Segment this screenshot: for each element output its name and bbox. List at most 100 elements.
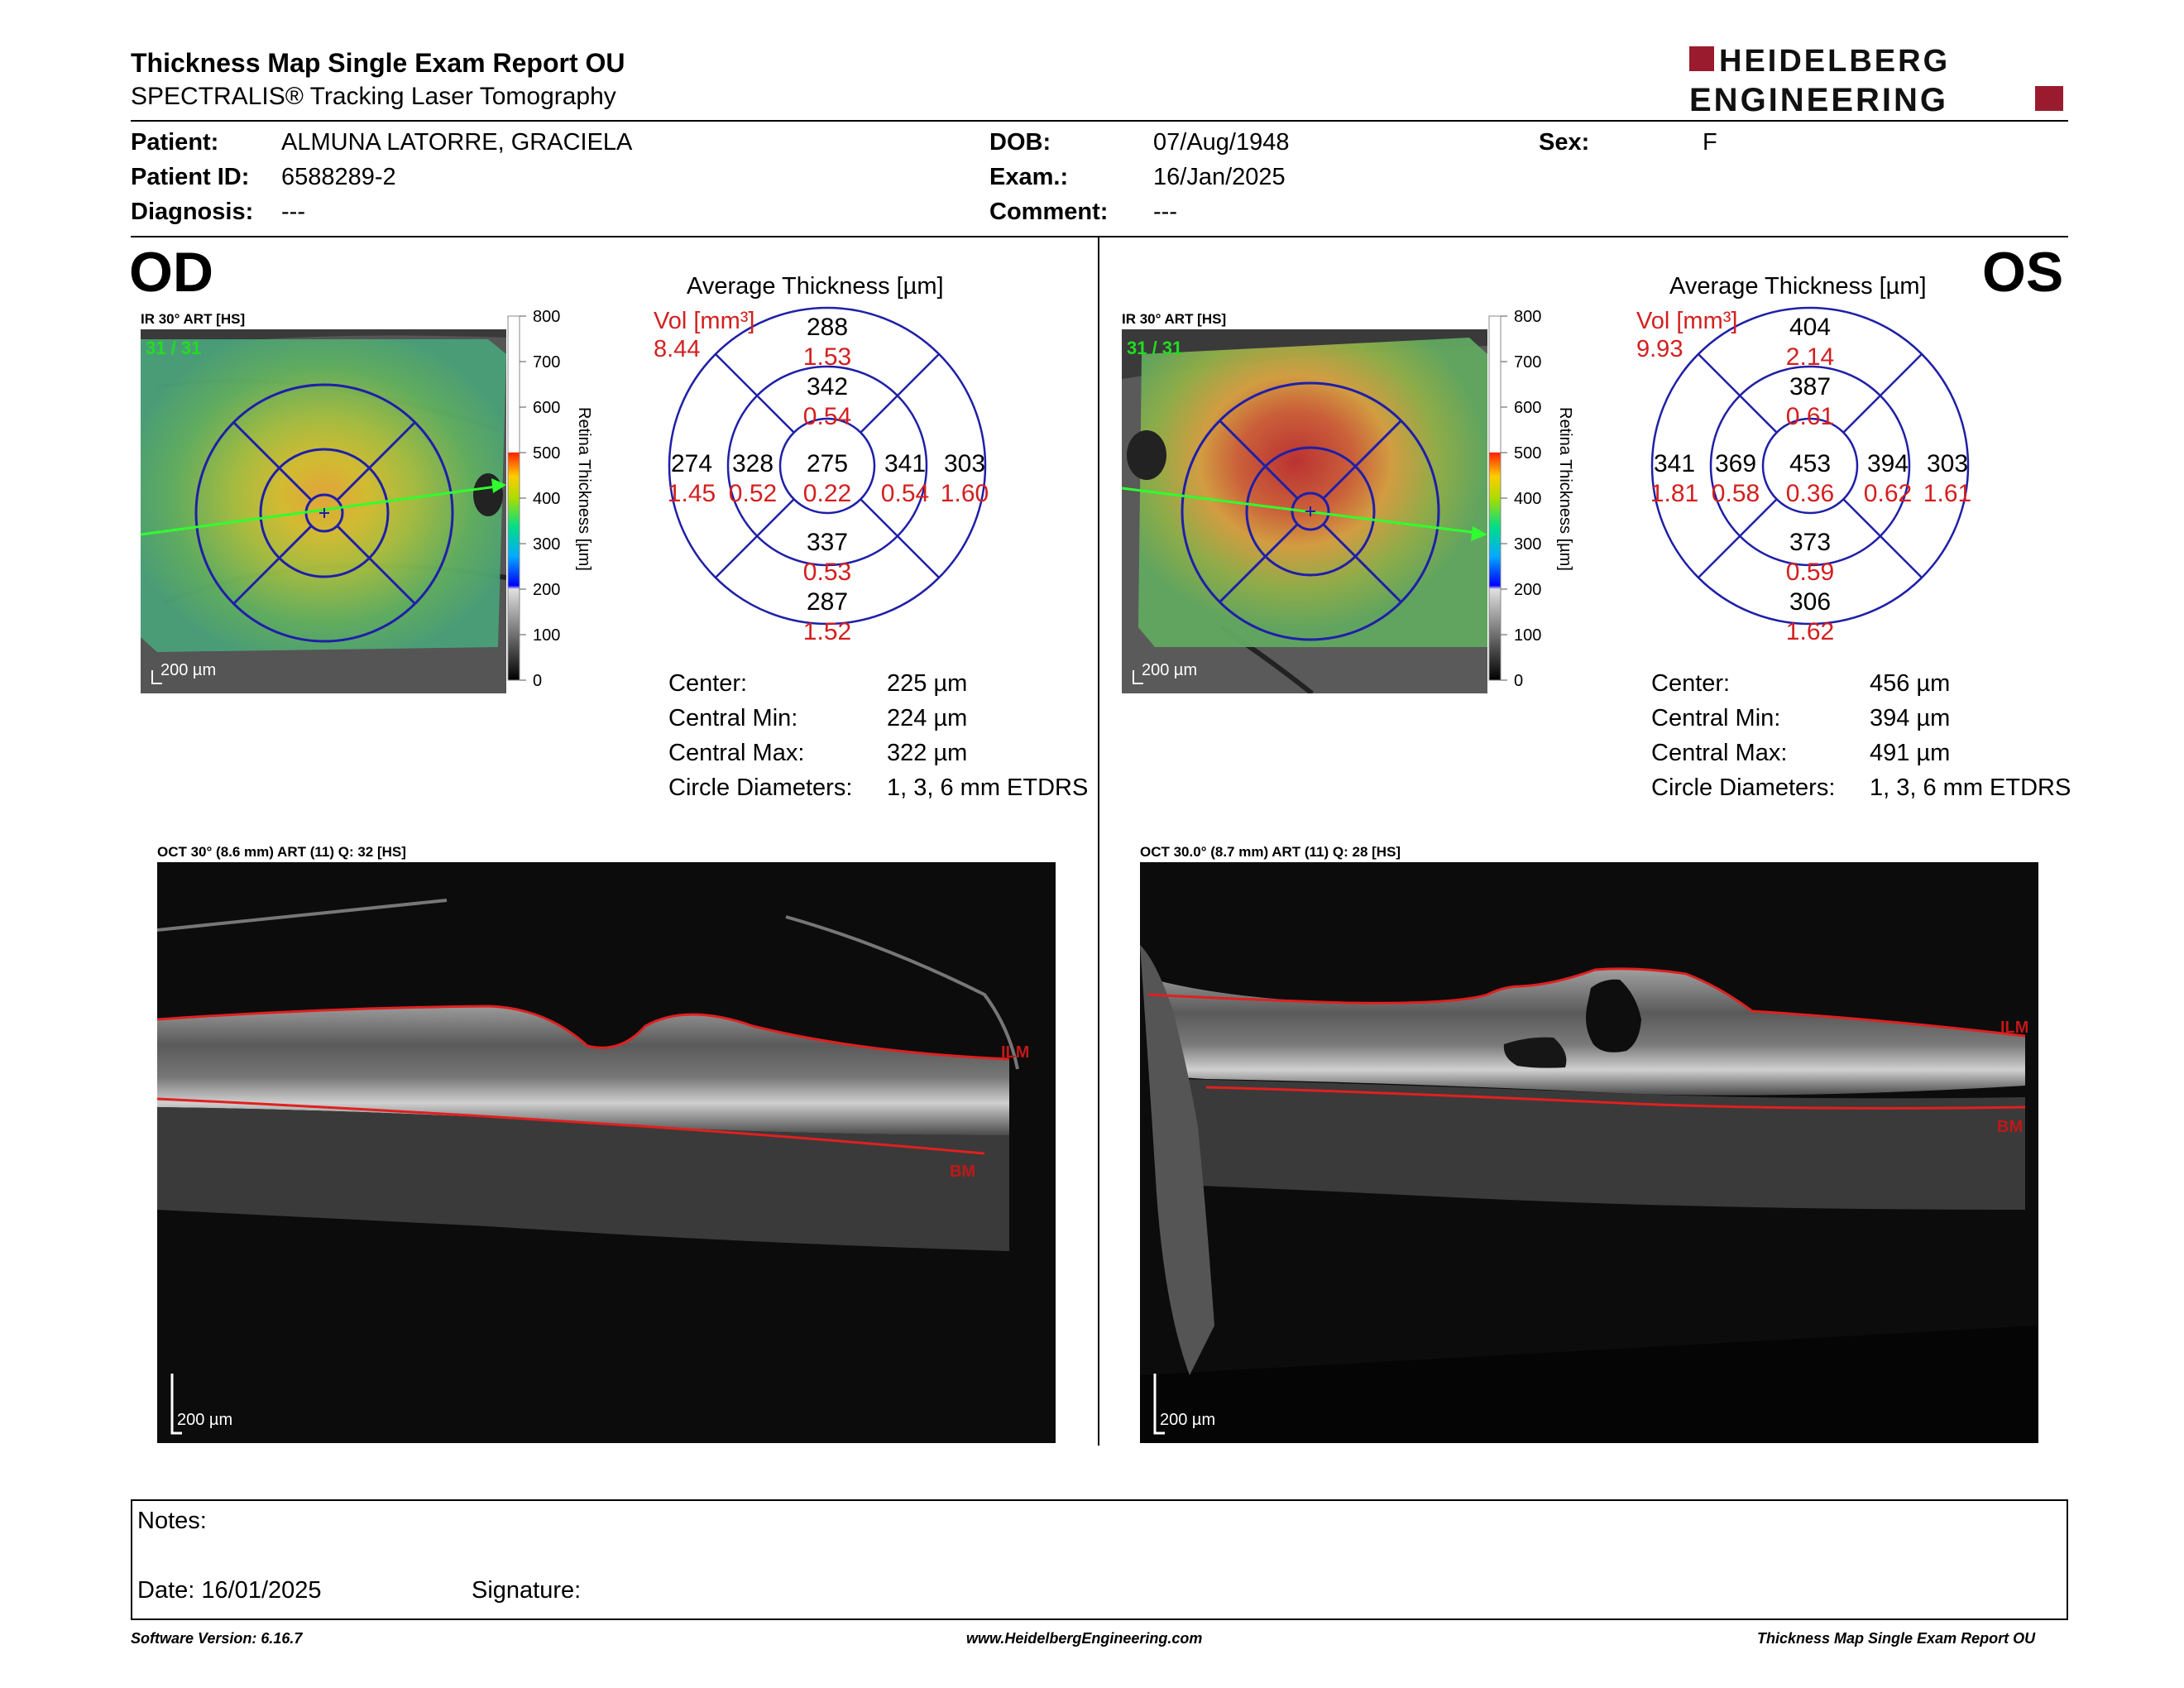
patient-id: 6588289-2 (281, 164, 396, 190)
footer-website: www.HeidelbergEngineering.com (966, 1630, 1203, 1647)
os-color-scale: 800 700 600 500 400 300 200 100 0 Retina… (1488, 308, 1574, 690)
os-ilm-label: ILM (2000, 1019, 2028, 1037)
logo-line-2: ENGINEERING (1689, 82, 1948, 118)
os-center-volume: 0.36 (1786, 480, 1834, 507)
os-inner-inferior-volume: 0.59 (1786, 559, 1834, 586)
od-avg-title: Average Thickness [µm] (687, 273, 944, 300)
od-scale-tick: 700 (533, 353, 560, 372)
os-vol-total: 9.93 (1636, 336, 1684, 362)
od-inner-superior-thickness: 342 (807, 373, 848, 400)
report-title: Thickness Map Single Exam Report OU (131, 48, 625, 78)
os-scale-tick: 500 (1514, 444, 1541, 463)
os-thickness-map: 31 / 31 200 µm (1122, 329, 1487, 693)
os-oct-scan: ILM BM 200 µm (1140, 862, 2038, 1443)
os-inner-nasal-volume: 0.58 (1712, 480, 1760, 507)
diagnosis-value: --- (281, 199, 305, 225)
od-inner-nasal-volume: 0.52 (729, 480, 777, 507)
os-outer-inferior-volume: 1.62 (1786, 618, 1834, 645)
os-vol-label: Vol [mm³] (1636, 308, 1738, 334)
od-outer-inferior-thickness: 287 (807, 588, 848, 616)
os-scale-tick: 300 (1514, 535, 1541, 554)
patient-id-label: Patient ID: (131, 164, 250, 190)
os-diam-label: Circle Diameters: (1651, 774, 1836, 801)
os-max-label: Central Max: (1651, 740, 1788, 766)
od-inner-nasal-thickness: 328 (732, 450, 774, 477)
os-center-value: 456 µm (1870, 670, 1951, 697)
center-divider (1098, 237, 1099, 1446)
od-outer-temporal-thickness: 303 (944, 450, 985, 477)
os-oct-scale: 200 µm (1160, 1411, 1215, 1429)
os-outer-nasal-volume: 1.81 (1650, 480, 1698, 507)
dob-value: 07/Aug/1948 (1153, 129, 1290, 156)
od-outer-temporal-volume: 1.60 (941, 480, 989, 507)
od-center-value: 225 µm (887, 670, 968, 697)
notes-box[interactable]: Notes: Date: 16/01/2025 Signature: (131, 1499, 2068, 1620)
diagnosis-label: Diagnosis: (131, 199, 254, 225)
os-ir-scale: 200 µm (1142, 661, 1197, 679)
os-eye-label: OS (1982, 241, 2064, 304)
od-scale-tick: 100 (533, 626, 560, 645)
od-scale-tick: 0 (533, 672, 542, 690)
od-min-label: Central Min: (668, 705, 798, 731)
notes-date: Date: 16/01/2025 (137, 1577, 322, 1604)
comment-label: Comment: (989, 199, 1109, 225)
od-inner-temporal-thickness: 341 (884, 450, 926, 477)
od-ilm-label: ILM (1001, 1043, 1029, 1062)
od-thickness-map: 31 / 31 200 µm (141, 329, 506, 693)
os-scale-axis-label: Retina Thickness [µm] (1556, 407, 1574, 571)
os-scale-tick: 0 (1514, 672, 1523, 690)
od-eye-label: OD (129, 241, 213, 304)
od-scale-tick: 600 (533, 399, 560, 417)
os-outer-nasal-thickness: 341 (1654, 450, 1695, 477)
os-max-value: 491 µm (1870, 740, 1951, 766)
os-inner-temporal-thickness: 394 (1867, 450, 1909, 477)
od-center-thickness: 275 (807, 450, 848, 477)
os-avg-title: Average Thickness [µm] (1669, 273, 1927, 300)
dob-label: DOB: (989, 129, 1051, 156)
logo-line-1: HEIDELBERG (1719, 44, 1950, 79)
od-inner-inferior-thickness: 337 (807, 529, 848, 556)
exam-date: 16/Jan/2025 (1153, 164, 1286, 190)
os-outer-temporal-thickness: 303 (1927, 450, 1968, 477)
sex-value: F (1703, 129, 1717, 156)
od-inner-temporal-volume: 0.54 (881, 480, 929, 507)
exam-label: Exam.: (989, 164, 1069, 190)
os-min-value: 394 µm (1870, 705, 1951, 731)
os-ir-label: IR 30° ART [HS] (1122, 311, 1227, 327)
os-inner-nasal-thickness: 369 (1715, 450, 1756, 477)
od-outer-superior-volume: 1.53 (803, 343, 851, 371)
od-ir-label: IR 30° ART [HS] (141, 311, 246, 327)
od-inner-superior-volume: 0.54 (803, 403, 851, 430)
od-inner-inferior-volume: 0.53 (803, 559, 851, 586)
os-inner-temporal-volume: 0.62 (1864, 480, 1912, 507)
os-inner-superior-thickness: 387 (1789, 373, 1831, 400)
os-min-label: Central Min: (1651, 705, 1781, 731)
od-etdrs-grid: 288 1.53 342 0.54 275 0.22 328 0.52 341 … (668, 306, 989, 645)
od-min-value: 224 µm (887, 705, 968, 731)
os-oct-label: OCT 30.0° (8.7 mm) ART (11) Q: 28 [HS] (1140, 844, 1401, 860)
comment-value: --- (1153, 199, 1177, 225)
od-center-label: Center: (668, 670, 748, 697)
od-color-scale: 800 700 600 500 400 300 200 100 0 Retina… (507, 308, 593, 690)
od-max-label: Central Max: (668, 740, 805, 766)
heidelberg-logo: HEIDELBERG ENGINEERING (1689, 44, 2063, 118)
patient-name: ALMUNA LATORRE, GRACIELA (281, 129, 633, 156)
od-vol-label: Vol [mm³] (654, 308, 755, 334)
od-center-volume: 0.22 (803, 480, 851, 507)
od-scale-axis-label: Retina Thickness [µm] (575, 407, 593, 571)
os-scale-tick: 400 (1514, 490, 1541, 508)
od-oct-scale: 200 µm (177, 1411, 232, 1429)
os-scale-tick: 800 (1514, 308, 1541, 326)
od-scale-tick: 800 (533, 308, 560, 326)
os-outer-inferior-thickness: 306 (1789, 588, 1831, 616)
patient-label: Patient: (131, 129, 219, 156)
os-inner-inferior-thickness: 373 (1789, 529, 1831, 556)
footer-report-name: Thickness Map Single Exam Report OU (1757, 1630, 2036, 1647)
od-bm-label: BM (950, 1163, 975, 1181)
od-scale-tick: 400 (533, 490, 560, 508)
os-etdrs-grid: 404 2.14 387 0.61 453 0.36 369 0.58 394 … (1650, 306, 1971, 645)
od-outer-nasal-thickness: 274 (671, 450, 712, 477)
od-oct-scan: ILM BM 200 µm (157, 862, 1056, 1443)
report-subtitle: SPECTRALIS® Tracking Laser Tomography (131, 83, 616, 110)
os-scale-tick: 600 (1514, 399, 1541, 417)
